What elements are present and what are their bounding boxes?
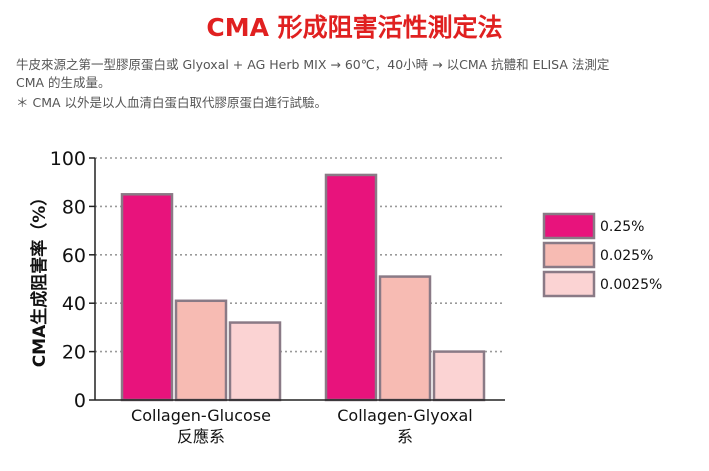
bars [120,173,486,402]
legend-swatch-0.025% [542,241,596,269]
y-tick-label-40: 40 [62,293,86,315]
description-line-2: CMA 的生成量。 [16,75,111,90]
y-axis-label: CMA生成阻害率（%） [29,189,50,368]
x-category-sublabel-1: 反應系 [177,427,225,446]
y-tick-label-20: 20 [62,342,86,364]
legend-swatch-0.0025% [542,270,596,298]
legend: 0.25% 0.025% 0.0025% [542,212,662,298]
footnote: ＊ CMA 以外是以人血清白蛋白取代膠原蛋白進行試驗。 [16,95,328,110]
legend-label-0.025%: 0.025% [600,248,653,264]
bar-2-0.25% [324,173,378,402]
x-category-label-2: Collagen-Glyoxal [337,406,472,425]
bar-1-0.25% [120,193,174,402]
page-title: CMA 形成阻害活性測定法 [206,13,503,42]
y-tick-label-80: 80 [62,196,86,218]
bar-2-0.0025% [432,350,486,402]
y-tick-label-60: 60 [62,245,86,267]
legend-swatch-0.25% [542,212,596,240]
y-tick-label-0: 0 [74,390,86,412]
legend-label-0.25%: 0.25% [600,219,644,235]
x-category-sublabel-2: 系 [397,427,413,446]
legend-label-0.0025%: 0.0025% [600,277,662,293]
x-category-label-1: Collagen-Glucose [131,406,271,425]
description-line-1: 牛皮來源之第一型膠原蛋白或 Glyoxal + AG Herb MIX → 60… [16,57,610,72]
axes: 0 20 40 60 80 100 Collagen-Glucose 反應系 Collagen-… [50,148,505,446]
bar-2-0.025% [378,275,432,402]
bar-1-0.0025% [228,321,282,402]
bar-1-0.025% [174,299,228,402]
y-tick-label-100: 100 [50,148,86,170]
